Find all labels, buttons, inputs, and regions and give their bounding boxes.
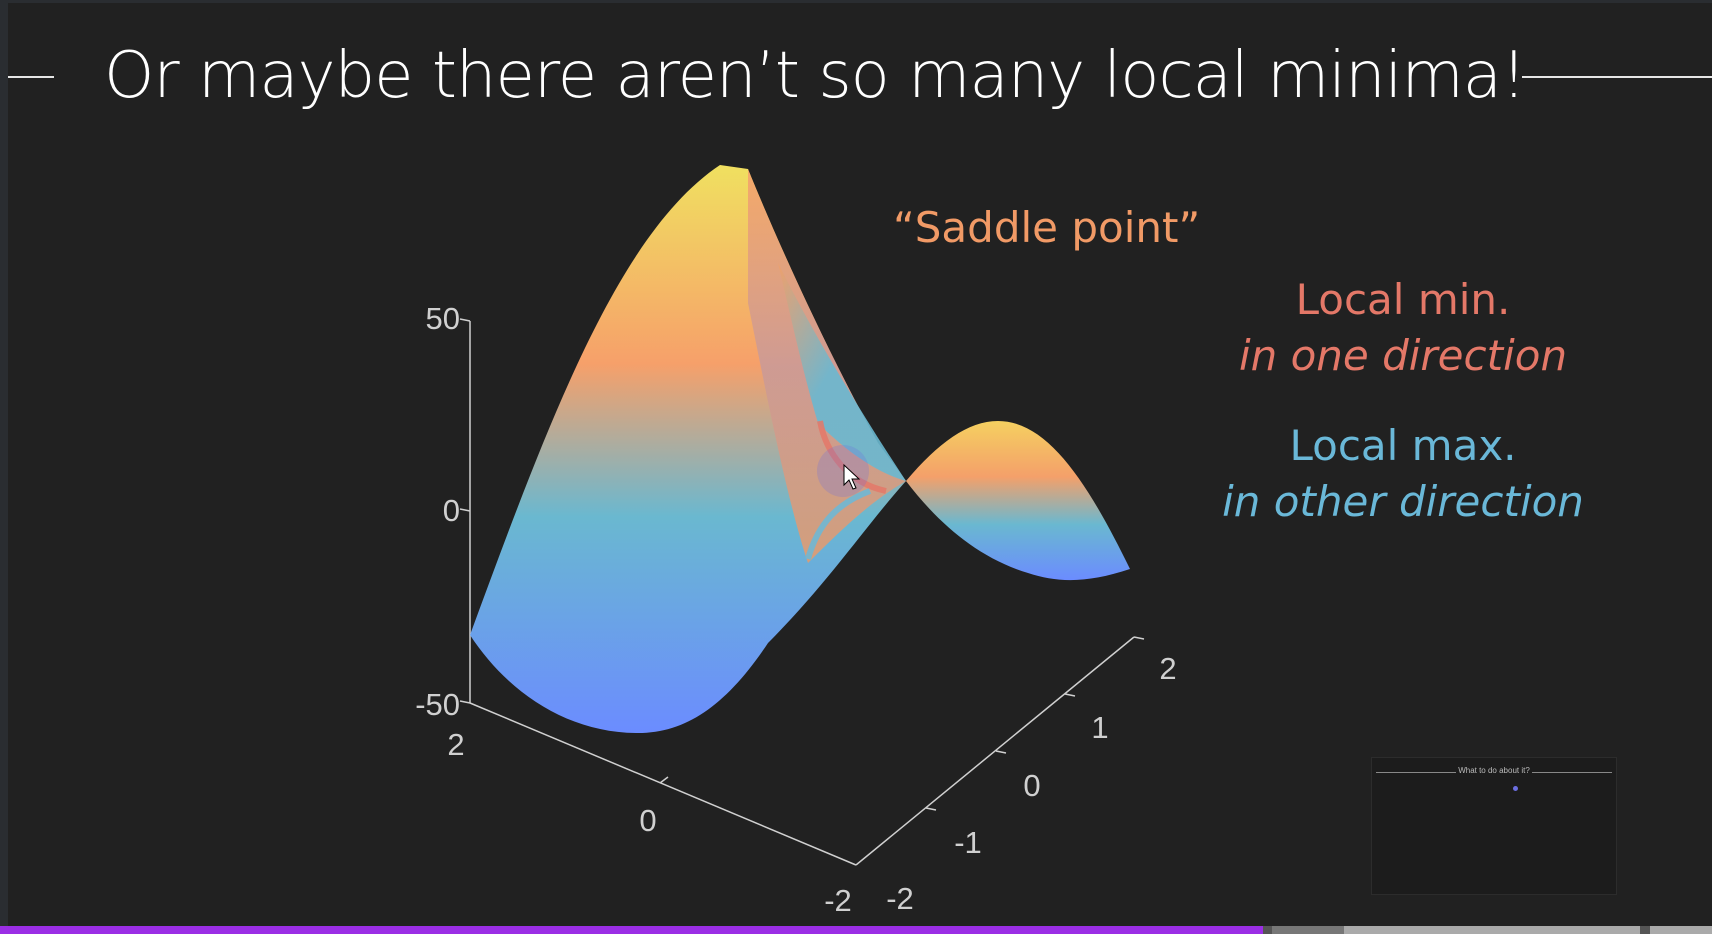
progress-segment bbox=[1344, 926, 1640, 934]
thumbnail-rule-right bbox=[1532, 772, 1612, 773]
z-tick-label: -50 bbox=[415, 687, 460, 722]
thumbnail-title: What to do about it? bbox=[1458, 766, 1530, 775]
y-axis bbox=[855, 636, 1145, 866]
local-max-label: Local max. bbox=[1289, 421, 1517, 470]
local-min-direction-label: in one direction bbox=[1238, 331, 1568, 380]
title-rule-left bbox=[8, 76, 54, 78]
y-tick-label: -2 bbox=[886, 881, 914, 916]
min-direction-curve bbox=[817, 420, 887, 494]
y-tick-label: 0 bbox=[1023, 768, 1040, 803]
thumbnail-rule-left bbox=[1376, 772, 1456, 773]
local-min-label: Local min. bbox=[1295, 275, 1511, 324]
z-tick-label: 50 bbox=[426, 301, 460, 336]
y-tick-label: 1 bbox=[1091, 710, 1108, 745]
x-tick-label: 0 bbox=[639, 803, 656, 838]
slide-title: Or maybe there aren’t so many local mini… bbox=[104, 39, 1527, 113]
next-slide-thumbnail[interactable]: What to do about it? bbox=[1371, 757, 1617, 895]
x-tick-label: -2 bbox=[824, 883, 852, 918]
progress-segment bbox=[1650, 926, 1712, 934]
cursor-icon bbox=[843, 463, 861, 490]
video-progress-bar[interactable] bbox=[0, 926, 1712, 934]
slide: Or maybe there aren’t so many local mini… bbox=[8, 3, 1712, 926]
saddle-point-label: “Saddle point” bbox=[893, 203, 1201, 252]
max-direction-curve bbox=[805, 488, 872, 560]
z-axis bbox=[459, 318, 471, 704]
progress-fill bbox=[0, 926, 1264, 934]
z-tick-label: 0 bbox=[443, 493, 460, 528]
x-tick-label: 2 bbox=[447, 727, 464, 762]
surface-right bbox=[906, 421, 1130, 581]
local-max-direction-label: in other direction bbox=[1222, 477, 1584, 526]
progress-buffer bbox=[1272, 926, 1344, 934]
x-axis bbox=[469, 702, 857, 866]
saddle-highlight bbox=[817, 445, 869, 497]
saddle-surface-plot: 50 0 -50 2 0 -2 2 1 0 -1 -2 bbox=[415, 165, 1177, 918]
y-tick-label: 2 bbox=[1159, 651, 1176, 686]
title-rule-right bbox=[1522, 76, 1712, 78]
thumbnail-dot bbox=[1513, 786, 1518, 791]
surface-ridge bbox=[778, 263, 906, 481]
y-tick-label: -1 bbox=[954, 825, 982, 860]
